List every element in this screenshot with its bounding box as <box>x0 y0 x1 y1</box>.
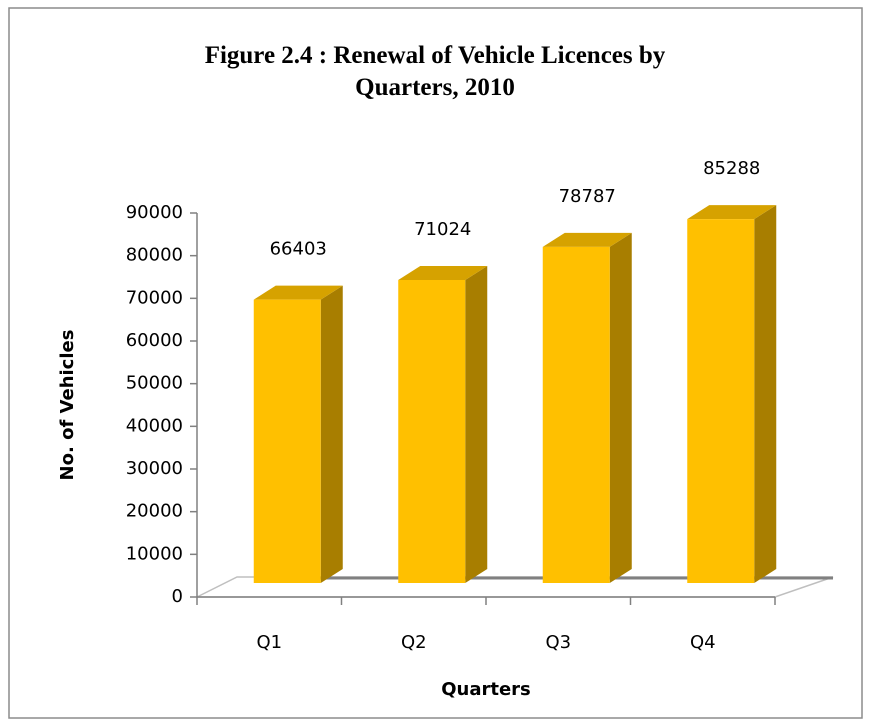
y-tick-label: 80000 <box>126 245 183 266</box>
bar-side <box>465 265 488 583</box>
x-axis-title: Quarters <box>441 679 531 700</box>
y-tick-label: 40000 <box>126 415 183 436</box>
y-tick-label: 0 <box>172 586 183 607</box>
bar-front <box>398 279 466 583</box>
bar-side <box>320 285 343 583</box>
y-tick-label: 50000 <box>126 373 183 394</box>
bar <box>542 232 632 583</box>
bar <box>253 285 343 583</box>
bar <box>687 205 777 583</box>
y-tick-label: 30000 <box>126 458 183 479</box>
bar-side <box>609 232 632 583</box>
value-label: 85288 <box>703 158 760 179</box>
chart-title: Figure 2.4 : Renewal of Vehicle Licences… <box>204 42 666 101</box>
x-tick-label: Q1 <box>256 632 282 653</box>
bar-front <box>253 299 321 583</box>
x-tick-label: Q3 <box>545 632 571 653</box>
bar-side <box>754 205 777 583</box>
y-tick-label: 70000 <box>126 287 183 308</box>
y-tick-label: 60000 <box>126 330 183 351</box>
y-tick-label: 90000 <box>126 202 183 223</box>
bar-top <box>687 205 777 220</box>
y-tick-label: 10000 <box>126 543 183 564</box>
value-label: 78787 <box>559 186 616 207</box>
bar-top <box>542 232 632 247</box>
x-tick-label: Q4 <box>690 632 716 653</box>
bar-front <box>542 246 610 583</box>
y-axis-title: No. of Vehicles <box>57 330 78 481</box>
value-label: 66403 <box>270 239 327 260</box>
bar-top <box>253 285 343 300</box>
bar-front <box>687 219 755 583</box>
y-tick-label: 20000 <box>126 501 183 522</box>
bar <box>398 265 488 583</box>
x-tick-label: Q2 <box>401 632 427 653</box>
bar-top <box>398 265 488 280</box>
value-label: 71024 <box>414 219 471 240</box>
